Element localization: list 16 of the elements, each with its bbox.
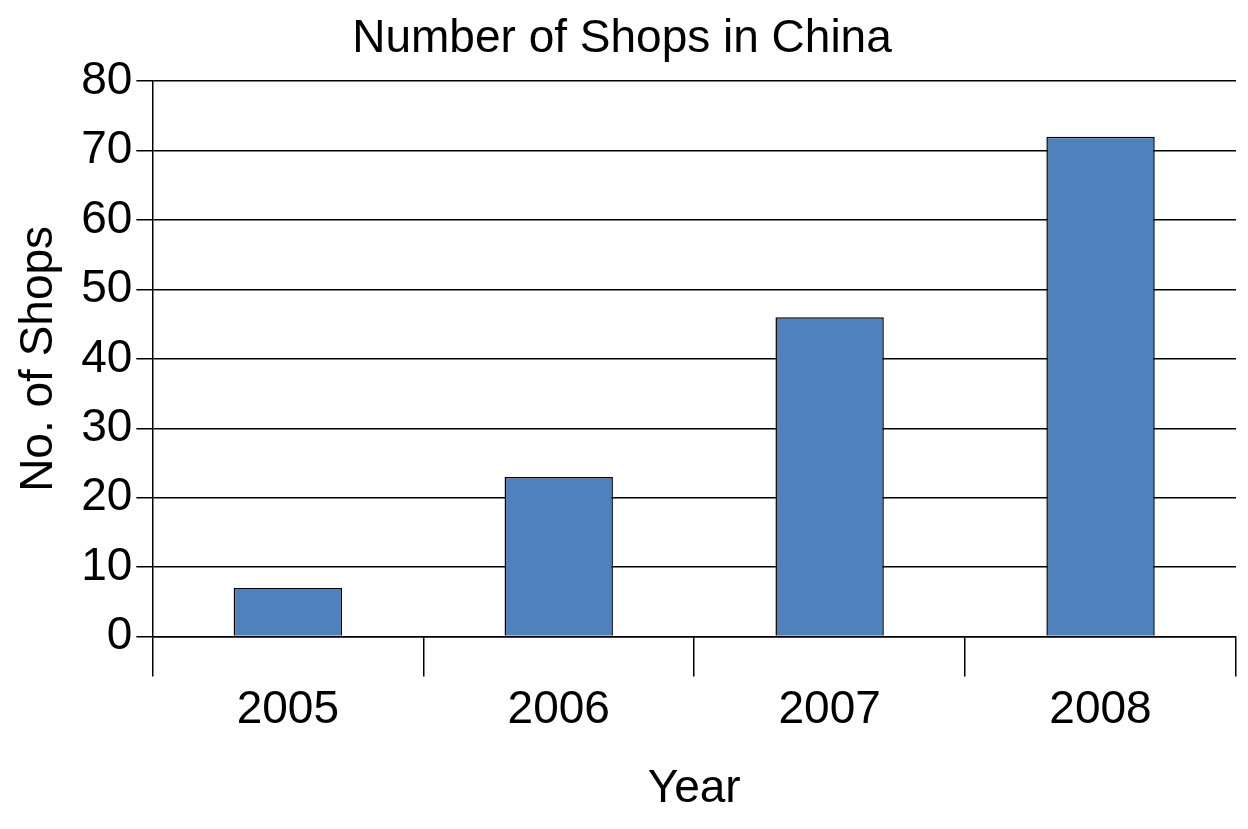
y-axis-title: No. of Shops bbox=[10, 225, 63, 492]
y-tick-label: 10 bbox=[81, 537, 133, 590]
y-tick-label: 20 bbox=[81, 468, 133, 521]
x-tick-label: 2005 bbox=[236, 680, 339, 733]
y-tick-label: 30 bbox=[81, 399, 133, 452]
x-tick-label: 2007 bbox=[778, 680, 881, 733]
y-tick-label: 0 bbox=[106, 607, 133, 660]
x-tick-label: 2006 bbox=[507, 680, 610, 733]
y-tick-label: 80 bbox=[81, 51, 133, 104]
chart-title: Number of Shops in China bbox=[352, 10, 893, 63]
y-tick-label: 40 bbox=[81, 329, 133, 382]
y-tick-label: 70 bbox=[81, 121, 133, 174]
y-tick-label: 50 bbox=[81, 260, 133, 313]
y-tick-label: 60 bbox=[81, 190, 133, 243]
x-axis-title: Year bbox=[647, 760, 741, 813]
x-tick-label: 2008 bbox=[1049, 680, 1152, 733]
